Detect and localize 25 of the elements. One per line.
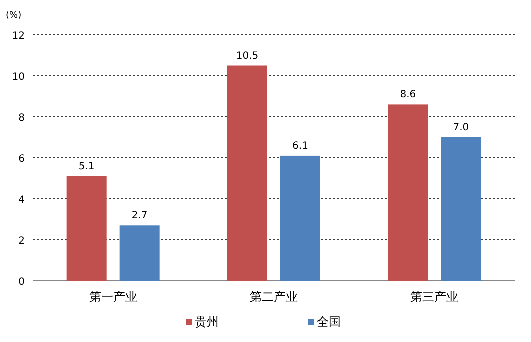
x-tick-label: 第二产业 xyxy=(250,290,298,304)
bar xyxy=(120,226,160,281)
data-label: 10.5 xyxy=(236,50,259,62)
data-label: 5.1 xyxy=(78,161,95,172)
bar xyxy=(228,66,268,281)
y-tick-label: 10 xyxy=(12,72,25,83)
x-tick-label: 第一产业 xyxy=(89,290,138,304)
bar xyxy=(280,156,320,281)
data-label: 7.0 xyxy=(453,122,470,134)
y-tick-label: 2 xyxy=(18,236,25,247)
y-tick-label: 6 xyxy=(18,154,25,165)
legend-label: 全国 xyxy=(317,315,341,329)
data-label: 6.1 xyxy=(292,140,308,152)
bar xyxy=(66,176,107,281)
bar xyxy=(388,104,428,281)
y-tick-label: 0 xyxy=(18,277,25,288)
x-tick-label: 第三产业 xyxy=(410,290,459,304)
data-label: 8.6 xyxy=(400,90,416,101)
y-tick-label: 12 xyxy=(12,31,25,42)
y-axis-title: (%) xyxy=(6,11,22,21)
y-tick-label: 4 xyxy=(18,195,25,206)
bar xyxy=(441,138,482,281)
legend-label: 贵州 xyxy=(195,315,219,329)
data-label: 2.7 xyxy=(132,210,148,222)
y-tick-label: 8 xyxy=(18,113,25,124)
